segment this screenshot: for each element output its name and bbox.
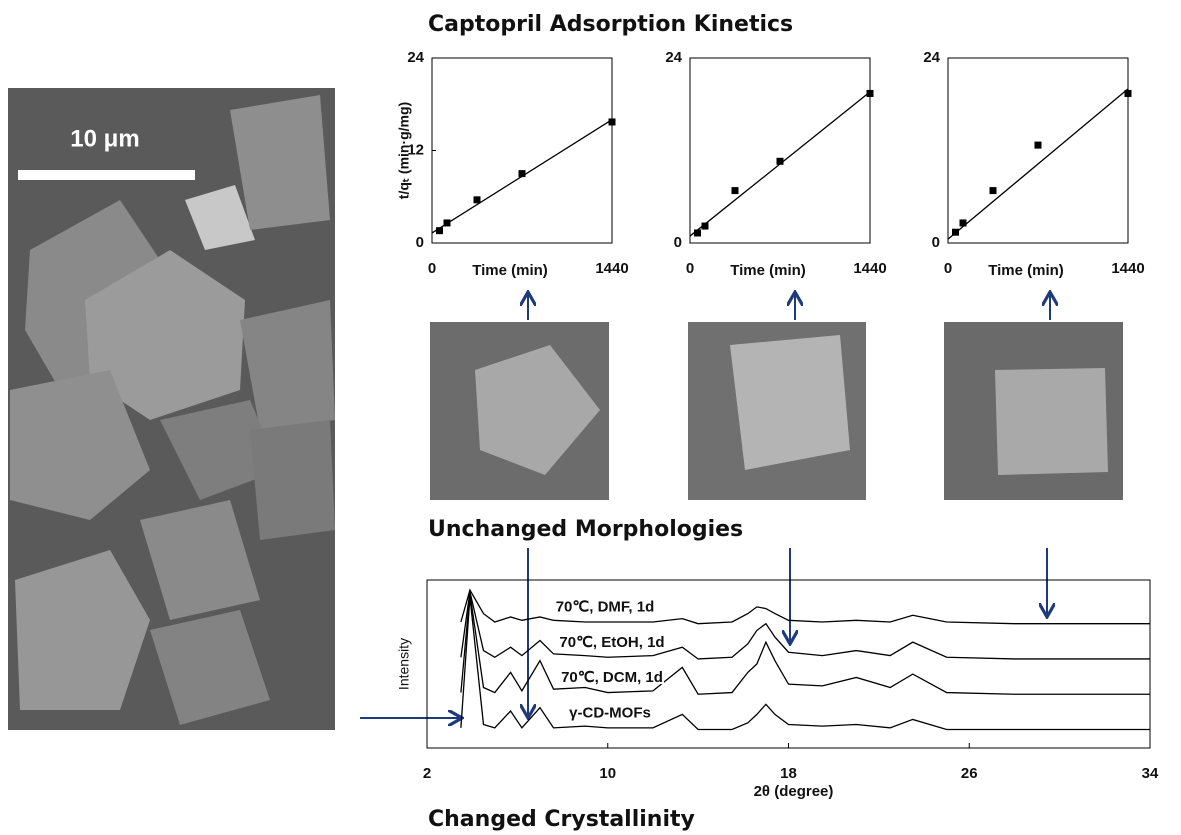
- point: [989, 187, 997, 195]
- point: [473, 196, 481, 204]
- point: [436, 227, 443, 235]
- point: [866, 89, 874, 97]
- y-tick-label: 24: [923, 49, 940, 66]
- title: Captopril Adsorption Kinetics: [428, 12, 793, 37]
- point: [1124, 89, 1132, 97]
- plot-frame: [947, 57, 1129, 244]
- fit-line: [947, 88, 1129, 240]
- sem-small: [430, 322, 1123, 500]
- x-axis-label: Time (min): [988, 262, 1064, 279]
- y-tick-label: 0: [416, 234, 424, 251]
- x-tick-label: 10: [599, 765, 616, 782]
- trace-label: γ-CD-MOFs: [569, 704, 651, 721]
- y-tick-label: 12: [407, 141, 424, 158]
- y-axis-label: Intensity: [396, 638, 412, 690]
- middle-caption: Unchanged Morphologies: [428, 517, 743, 542]
- y-tick-label: 0: [932, 234, 940, 251]
- x-axis-label: 2θ (degree): [754, 783, 834, 800]
- x-tick-label: 1440: [853, 260, 886, 277]
- point: [952, 228, 959, 236]
- trace-label: 70℃, DCM, 1d: [561, 669, 663, 686]
- plot-frame: [689, 57, 871, 244]
- x-tick-label: 0: [428, 260, 436, 277]
- trace-label: 70℃, EtOH, 1d: [559, 634, 664, 651]
- xrd-trace: [460, 588, 1150, 625]
- point: [701, 222, 709, 230]
- y-tick-label: 24: [407, 49, 424, 66]
- x-tick-label: 1440: [1111, 260, 1144, 277]
- arrows: [360, 294, 1050, 718]
- xrd-trace: [460, 591, 1150, 660]
- x-tick-label: 2: [423, 765, 431, 782]
- sem-large: 10 μm: [8, 88, 335, 730]
- scale-bar-label: 10 μm: [70, 125, 139, 152]
- point: [518, 170, 526, 178]
- y-tick-label: 24: [665, 49, 682, 66]
- x-axis-label: Time (min): [472, 262, 548, 279]
- x-axis-label: Time (min): [730, 262, 806, 279]
- x-tick-label: 0: [944, 260, 952, 277]
- xrd-trace: [460, 596, 1150, 731]
- point: [694, 229, 701, 237]
- xrd-trace: [460, 593, 1150, 695]
- y-axis-label: t/qₜ (min·g/mg): [396, 102, 412, 199]
- plot-frame: [426, 579, 1151, 749]
- x-tick-label: 34: [1142, 765, 1159, 782]
- point: [776, 157, 784, 165]
- point: [731, 187, 739, 195]
- y-tick-label: 0: [674, 234, 682, 251]
- trace-label: 70℃, DMF, 1d: [556, 599, 655, 616]
- x-tick-label: 1440: [595, 260, 628, 277]
- bottom-caption: Changed Crystallinity: [428, 807, 695, 832]
- point: [959, 219, 967, 227]
- x-tick-label: 26: [961, 765, 978, 782]
- x-tick-label: 0: [686, 260, 694, 277]
- point: [608, 118, 616, 126]
- point: [1034, 141, 1042, 149]
- point: [443, 219, 451, 227]
- x-tick-label: 18: [780, 765, 797, 782]
